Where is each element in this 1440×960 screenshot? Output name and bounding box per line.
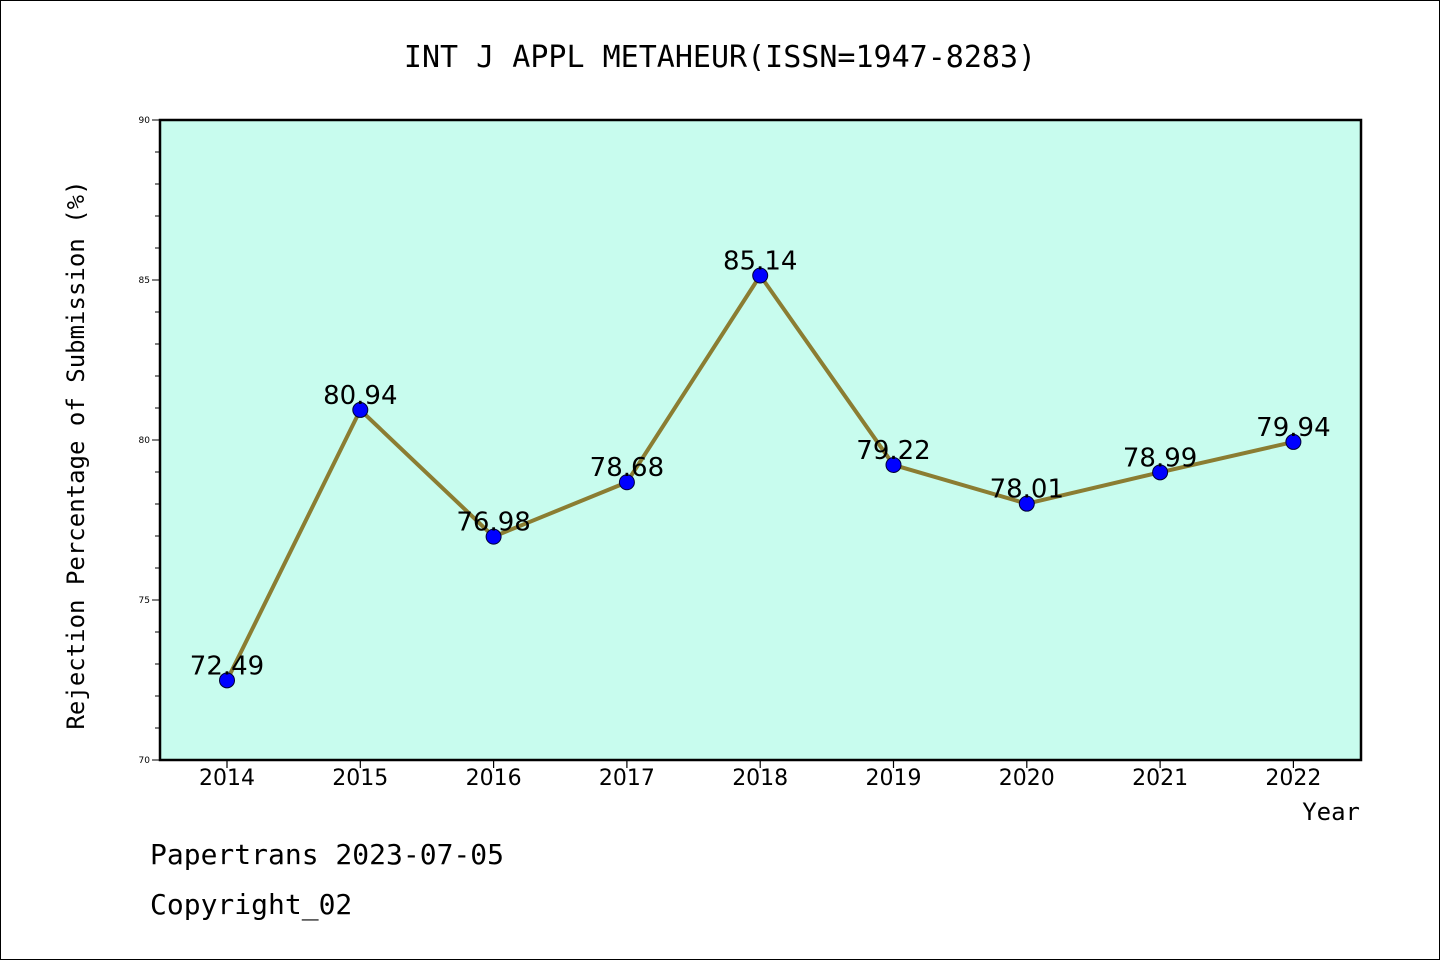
x-axis-label: Year [1302,798,1360,826]
data-label: 78.68 [590,453,664,483]
x-tick-label: 2019 [866,766,922,791]
data-point [485,528,502,545]
data-point [219,672,235,689]
y-tick-label: 80 [139,436,151,446]
plot-area [160,120,1361,760]
data-label: 79.94 [1256,413,1330,443]
data-point [1152,464,1169,481]
footer-date: Papertrans 2023-07-05 [150,838,504,871]
y-axis-label: Rejection Percentage of Submission (%) [62,180,90,729]
chart-title: INT J APPL METAHEUR(ISSN=1947-8283) [404,40,1036,75]
x-tick-label: 2014 [199,766,255,791]
x-tick-label: 2015 [332,766,388,791]
data-label: 72.49 [190,651,264,681]
data-point [885,456,902,473]
x-tick-label: 2016 [466,766,522,791]
y-tick-label: 70 [139,756,151,766]
data-label: 78.01 [990,475,1064,505]
data-point [618,474,635,491]
data-point [1285,433,1302,450]
x-tick-label: 2017 [599,766,655,791]
series-group: 72.49 80.94 76.98 78.68 85.14 79.22 78.01 78.99… [190,247,1331,689]
data-label: 76.98 [456,508,530,538]
x-tick-label: 2018 [732,766,788,791]
data-point [752,267,769,284]
y-tick-label: 85 [139,276,150,286]
plot-border [158,118,1363,762]
x-axis-ticks: 2014 2015 2016 2017 2018 2019 2020 2021 2022 [199,760,1321,791]
x-tick-label: 2021 [1132,766,1188,791]
y-axis-ticks: 70 75 80 85 90 [139,116,160,766]
y-tick-label: 75 [139,596,150,606]
data-label: 80.94 [323,381,397,411]
x-tick-label: 2022 [1265,766,1321,791]
data-point [1018,495,1035,512]
data-label: 79.22 [856,436,930,466]
y-tick-label: 90 [139,116,151,126]
data-label: 78.99 [1123,443,1197,473]
data-point [352,401,369,418]
x-tick-label: 2020 [999,766,1055,791]
data-label: 85.14 [723,247,797,277]
footer-copyright: Copyright_02 [150,888,352,922]
